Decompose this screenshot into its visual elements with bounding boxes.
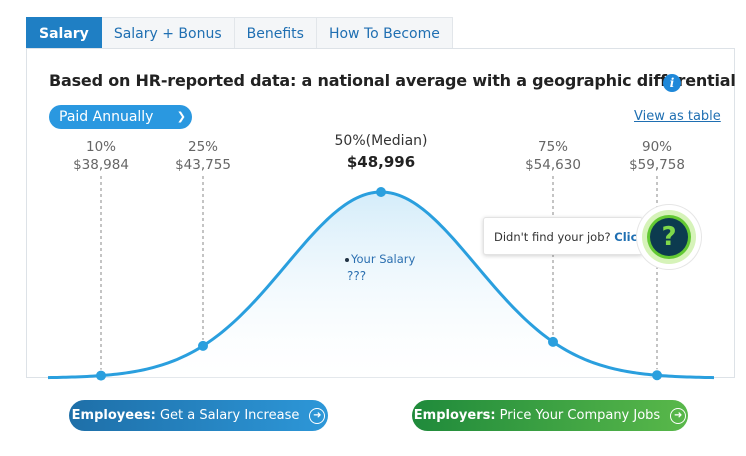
employees-button-text: Get a Salary Increase xyxy=(155,408,300,423)
percentile-75-label: 75% xyxy=(537,139,569,155)
tab-salary-bonus[interactable]: Salary + Bonus xyxy=(101,17,235,49)
view-as-table-link[interactable]: View as table xyxy=(634,109,721,124)
tab-bar: Salary Salary + Bonus Benefits How To Be… xyxy=(26,17,453,49)
employers-price-jobs-button[interactable]: Employers: Price Your Company Jobs ➜ xyxy=(412,400,688,431)
percentile-50-point xyxy=(376,187,386,197)
chevron-down-icon: ❯ xyxy=(176,110,186,123)
employers-button-text: Price Your Company Jobs xyxy=(495,408,661,423)
your-salary-value: ??? xyxy=(347,269,367,283)
percentile-90: 90% $59,758 xyxy=(629,138,685,174)
percentile-90-label: 90% xyxy=(641,139,673,155)
percentile-10: 10% $38,984 xyxy=(73,138,129,174)
percentile-90-point xyxy=(652,370,662,381)
percentile-75: 75% $54,630 xyxy=(525,138,581,174)
percentile-50-label: 50%(Median) xyxy=(334,133,428,149)
panel-heading: Based on HR-reported data: a national av… xyxy=(49,71,736,90)
percentile-75-value: $54,630 xyxy=(525,157,581,173)
percentile-25-value: $43,755 xyxy=(175,157,231,173)
arrow-right-icon: ➜ xyxy=(309,407,326,424)
tab-salary[interactable]: Salary xyxy=(26,17,102,49)
curve-area xyxy=(48,192,714,378)
percentile-90-value: $59,758 xyxy=(629,157,685,173)
employees-button-bold: Employees: xyxy=(71,408,156,423)
percentile-25-point xyxy=(198,340,208,351)
your-salary-label: Your Salary xyxy=(351,252,416,266)
help-prompt-text: Didn't find your job? xyxy=(494,230,611,244)
info-icon[interactable]: i xyxy=(663,74,681,92)
arrow-right-icon: ➜ xyxy=(670,407,687,424)
percentile-10-label: 10% xyxy=(85,139,117,155)
pay-period-value: Paid Annually xyxy=(59,109,154,125)
help-prompt[interactable]: Didn't find your job? Click xyxy=(483,217,645,255)
percentile-50: 50%(Median) $48,996 xyxy=(335,132,428,171)
question-mark-glyph: ? xyxy=(650,218,688,256)
percentile-75-point xyxy=(548,336,558,347)
tab-benefits[interactable]: Benefits xyxy=(234,17,317,49)
percentile-10-value: $38,984 xyxy=(73,157,129,173)
help-question-icon[interactable]: ? xyxy=(637,205,701,269)
employees-salary-increase-button[interactable]: Employees: Get a Salary Increase ➜ xyxy=(69,400,328,431)
your-salary-dot xyxy=(345,257,349,262)
percentile-25-label: 25% xyxy=(187,139,219,155)
percentile-25: 25% $43,755 xyxy=(175,138,231,174)
pay-period-select[interactable]: Paid Annually ❯ xyxy=(49,105,192,129)
tab-how-to-become[interactable]: How To Become xyxy=(316,17,453,49)
employers-button-bold: Employers: xyxy=(413,408,496,423)
percentile-50-value: $48,996 xyxy=(346,153,416,171)
your-salary-marker: Your Salary xyxy=(345,252,415,266)
percentile-10-point xyxy=(96,370,106,381)
